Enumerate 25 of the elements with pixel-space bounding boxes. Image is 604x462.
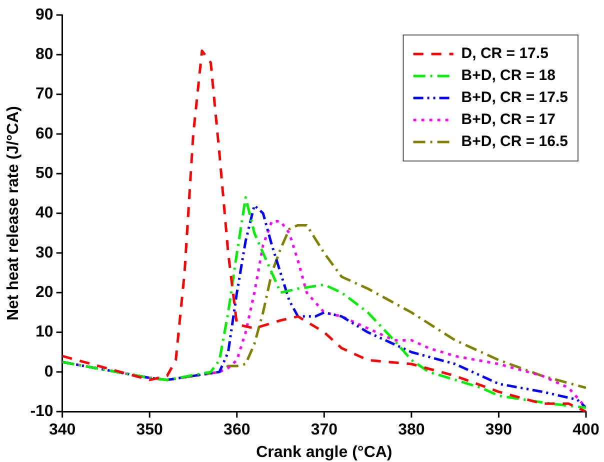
x-tick-label: 350 (136, 422, 164, 439)
x-axis-title: Crank angle (°CA) (256, 444, 392, 461)
x-tick-label: 390 (485, 422, 512, 439)
x-tick-label: 380 (398, 422, 425, 439)
y-tick-label: 10 (36, 324, 54, 341)
legend-label: B+D, CR = 17.5 (461, 89, 568, 106)
y-tick-label: -10 (30, 403, 54, 420)
y-tick-label: 70 (36, 86, 54, 103)
x-tick-label: 340 (48, 422, 76, 439)
x-tick-label: 370 (310, 422, 338, 439)
y-tick-label: 90 (36, 6, 54, 24)
y-tick-label: 20 (36, 284, 54, 302)
legend-label: D, CR = 17.5 (461, 45, 548, 62)
y-tick-label: 80 (36, 46, 54, 64)
y-tick-label: 0 (44, 363, 54, 380)
y-axis-title: Net heat release rate (J/°CA) (5, 106, 22, 321)
legend-label: B+D, CR = 16.5 (461, 133, 568, 150)
y-tick-label: 30 (36, 244, 54, 262)
y-tick-label: 60 (36, 125, 54, 142)
y-tick-label: 40 (36, 204, 54, 222)
x-tick-label: 360 (224, 422, 250, 439)
legend-label: B+D, CR = 18 (461, 67, 556, 84)
x-tick-label: 400 (572, 422, 600, 439)
y-tick-label: 50 (36, 165, 54, 182)
legend-label: B+D, CR = 17 (461, 111, 556, 128)
